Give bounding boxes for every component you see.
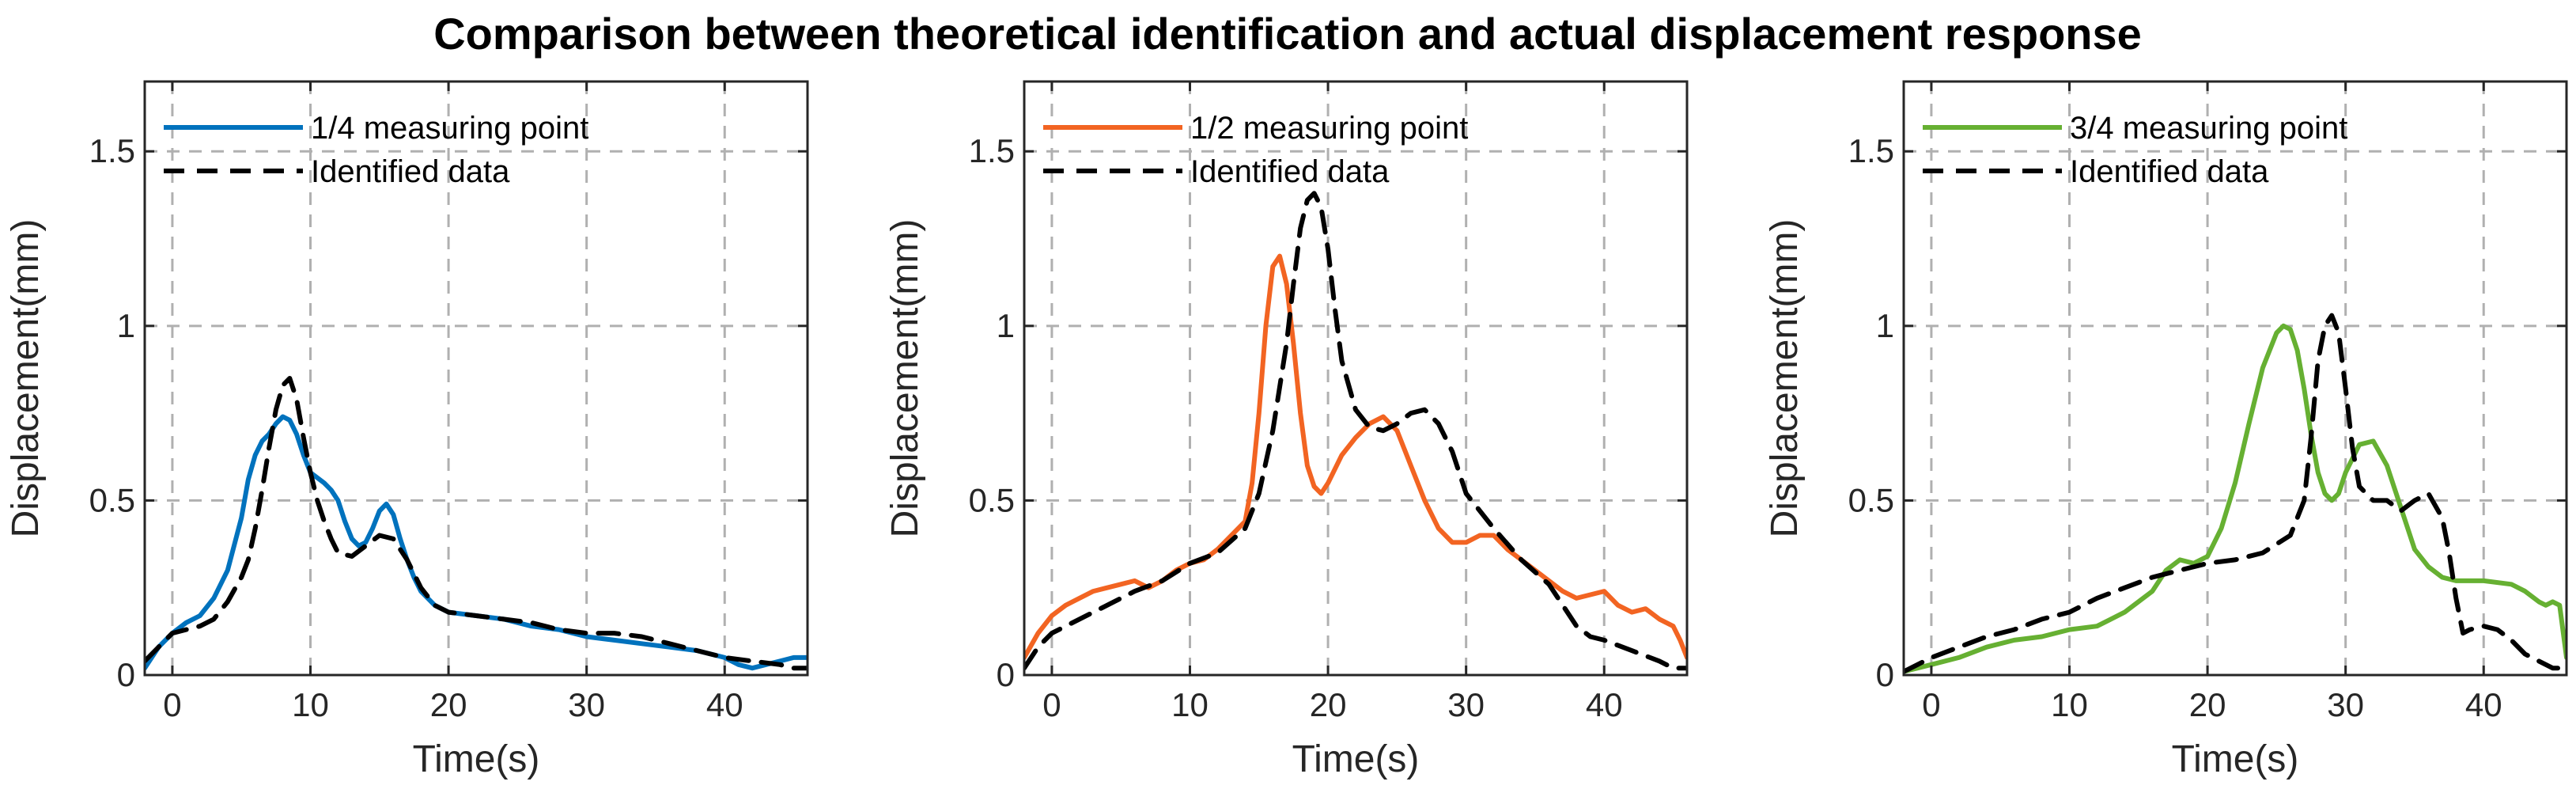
axes-frame xyxy=(143,80,809,677)
x-tick-label: 0 xyxy=(163,686,181,723)
x-tick-label: 40 xyxy=(2465,686,2502,723)
plot-area xyxy=(1902,80,2568,677)
x-tick-label: 20 xyxy=(1310,686,1347,723)
y-tick-label: 1.5 xyxy=(1848,132,1894,169)
y-tick-label: 1.5 xyxy=(969,132,1015,169)
y-tick-label: 0 xyxy=(997,656,1015,693)
legend-label-identified: Identified data xyxy=(311,154,510,189)
x-tick-label: 40 xyxy=(1586,686,1623,723)
y-axis-label: Displacement(mm) xyxy=(5,219,47,538)
x-tick-label: 40 xyxy=(706,686,743,723)
legend: 1/4 measuring point Identified data xyxy=(164,111,588,189)
legend: 1/2 measuring point Identified data xyxy=(1043,111,1468,189)
series-line-three-quarter-point xyxy=(1904,323,2567,674)
x-tick-label: 20 xyxy=(2189,686,2226,723)
y-tick-label: 0 xyxy=(1876,656,1894,693)
y-tick-label: 0.5 xyxy=(89,481,135,518)
series-group xyxy=(1904,313,2567,674)
x-tick-label: 20 xyxy=(430,686,467,723)
y-axis-label: Displacement(mm) xyxy=(884,219,926,538)
x-axis-label: Time(s) xyxy=(413,738,540,780)
ticks: 0 10 20 30 40 0 0.5 1 1.5 xyxy=(89,82,808,723)
chart-title: Comparison between theoretical identific… xyxy=(433,9,2142,59)
legend-label-identified: Identified data xyxy=(1190,154,1390,189)
series-line-quarter-point xyxy=(145,414,808,671)
x-axis-label: Time(s) xyxy=(1292,738,1420,780)
ticks: 0 10 20 30 40 0 0.5 1 1.5 xyxy=(1848,82,2567,723)
y-tick-label: 1.5 xyxy=(89,132,135,169)
grid xyxy=(145,82,808,677)
y-tick-label: 1 xyxy=(1876,307,1894,344)
ticks: 0 10 20 30 40 0 0.5 1 1.5 xyxy=(969,82,1687,723)
series-group xyxy=(1024,191,1687,671)
x-tick-label: 30 xyxy=(568,686,605,723)
panel-half-point: 0 10 20 30 40 0 0.5 1 1.5 Time(s) Displacement(m… xyxy=(884,80,1689,780)
axes-frame xyxy=(1902,80,2568,677)
y-tick-label: 0.5 xyxy=(969,481,1015,518)
plot-area xyxy=(1023,80,1689,677)
x-tick-label: 10 xyxy=(1171,686,1209,723)
legend-label-three-quarter-point: 3/4 measuring point xyxy=(2070,111,2347,146)
x-tick-label: 30 xyxy=(1447,686,1485,723)
legend-label-half-point: 1/2 measuring point xyxy=(1190,111,1468,146)
x-tick-label: 10 xyxy=(292,686,329,723)
x-tick-label: 30 xyxy=(2327,686,2364,723)
legend-label-identified: Identified data xyxy=(2070,154,2269,189)
y-tick-label: 0.5 xyxy=(1848,481,1894,518)
panel-quarter-point: 0 10 20 30 40 0 0.5 1 1.5 Time(s) Displacement(m… xyxy=(5,80,809,780)
plot-area xyxy=(143,80,809,677)
series-line-identified xyxy=(1904,313,2567,674)
y-axis-label: Displacement(mm) xyxy=(1764,219,1806,538)
x-axis-label: Time(s) xyxy=(2172,738,2299,780)
y-tick-label: 1 xyxy=(117,307,135,344)
y-tick-label: 0 xyxy=(117,656,135,693)
grid xyxy=(1024,82,1687,677)
grid xyxy=(1904,82,2567,677)
legend-label-quarter-point: 1/4 measuring point xyxy=(311,111,588,146)
x-tick-label: 0 xyxy=(1922,686,1940,723)
series-group xyxy=(145,376,808,671)
series-line-identified xyxy=(1024,191,1687,671)
panel-three-quarter-point: 0 10 20 30 40 0 0.5 1 1.5 Time(s) Displacement(m… xyxy=(1764,80,2568,780)
legend: 3/4 measuring point Identified data xyxy=(1923,111,2347,189)
x-tick-label: 10 xyxy=(2051,686,2088,723)
y-tick-label: 1 xyxy=(997,307,1015,344)
x-tick-label: 0 xyxy=(1042,686,1061,723)
axes-frame xyxy=(1023,80,1689,677)
series-line-identified xyxy=(145,376,808,671)
